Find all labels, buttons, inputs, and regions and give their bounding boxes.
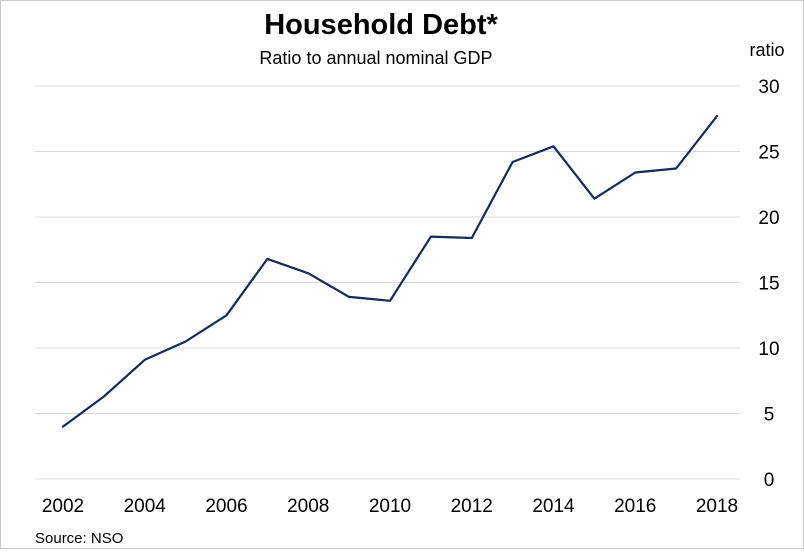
y-axis-ticks: 0 5 10 15 20 25 30: [758, 77, 779, 491]
y-tick-label: 15: [758, 274, 779, 295]
y-tick-label: 25: [758, 143, 779, 164]
series-line: [61, 114, 719, 428]
series-layer: [61, 114, 719, 428]
y-tick-label: 0: [764, 470, 775, 491]
y-tick-label: 20: [758, 208, 779, 229]
x-axis-ticks: 2002 2004 2006 2008 2010 2012 2014 2016 2018: [42, 496, 738, 517]
x-tick-label: 2018: [696, 496, 738, 517]
x-tick-label: 2008: [287, 496, 329, 517]
source-note: Source: NSO: [35, 530, 123, 547]
y-tick-label: 5: [764, 405, 775, 426]
x-tick-label: 2014: [532, 496, 575, 517]
x-tick-label: 2002: [42, 496, 84, 517]
gridlines: [35, 85, 740, 480]
x-tick-label: 2006: [205, 496, 247, 517]
chart-subtitle: Ratio to annual nominal GDP: [259, 48, 492, 68]
x-tick-label: 2010: [369, 496, 411, 517]
y-tick-label: 30: [758, 77, 779, 98]
y-tick-label: 10: [758, 339, 779, 360]
x-tick-label: 2012: [451, 496, 493, 517]
x-tick-label: 2016: [614, 496, 656, 517]
x-tick-label: 2004: [124, 496, 167, 517]
chart-title: Household Debt*: [264, 9, 498, 41]
y-axis-unit-label: ratio: [749, 40, 784, 60]
